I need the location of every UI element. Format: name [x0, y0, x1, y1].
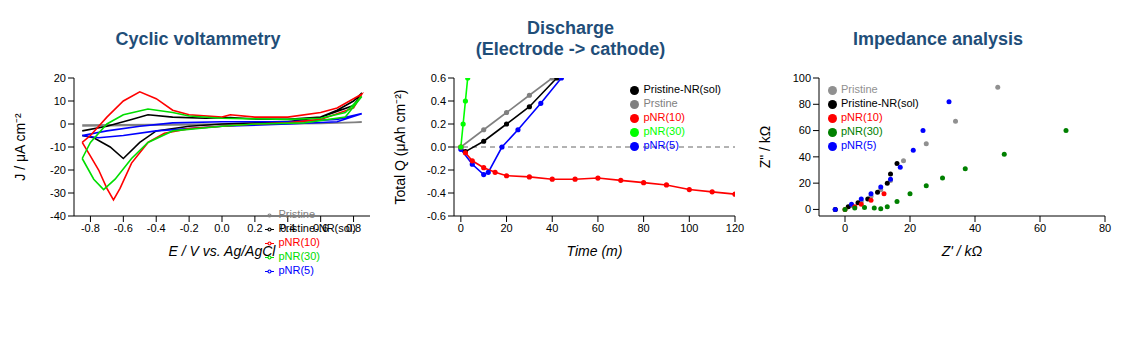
svg-text:100: 100	[793, 72, 811, 84]
svg-text:0: 0	[60, 118, 66, 130]
svg-text:J / μA cm⁻²: J / μA cm⁻²	[12, 113, 28, 181]
svg-text:0.6: 0.6	[431, 72, 446, 84]
svg-text:Time (m): Time (m)	[567, 243, 623, 259]
svg-text:0.4: 0.4	[431, 95, 446, 107]
svg-text:0.4: 0.4	[280, 222, 295, 234]
svg-text:40: 40	[799, 151, 811, 163]
svg-text:0.2: 0.2	[431, 118, 446, 130]
svg-text:Z' / kΩ: Z' / kΩ	[941, 243, 983, 259]
svg-text:Z" / kΩ: Z" / kΩ	[757, 126, 773, 169]
svg-text:0.2: 0.2	[247, 222, 262, 234]
svg-text:40: 40	[546, 222, 558, 234]
svg-text:80: 80	[1099, 222, 1111, 234]
svg-text:20: 20	[54, 72, 66, 84]
svg-text:-40: -40	[50, 210, 66, 222]
svg-text:0: 0	[458, 222, 464, 234]
svg-text:80: 80	[799, 98, 811, 110]
svg-text:0.8: 0.8	[346, 222, 361, 234]
svg-text:20: 20	[799, 177, 811, 189]
svg-text:-0.8: -0.8	[81, 222, 100, 234]
svg-text:40: 40	[969, 222, 981, 234]
svg-text:0.0: 0.0	[214, 222, 229, 234]
svg-text:E / V vs. Ag/AgCl: E / V vs. Ag/AgCl	[169, 243, 277, 259]
svg-text:-0.4: -0.4	[427, 187, 446, 199]
svg-text:-20: -20	[50, 164, 66, 176]
svg-text:-0.2: -0.2	[180, 222, 199, 234]
svg-text:0: 0	[842, 222, 848, 234]
svg-text:100: 100	[680, 222, 698, 234]
svg-text:-30: -30	[50, 187, 66, 199]
svg-text:-0.4: -0.4	[147, 222, 166, 234]
svg-text:60: 60	[1034, 222, 1046, 234]
svg-text:-0.6: -0.6	[427, 210, 446, 222]
svg-text:-0.6: -0.6	[114, 222, 133, 234]
svg-text:60: 60	[592, 222, 604, 234]
svg-text:20: 20	[904, 222, 916, 234]
svg-text:0: 0	[805, 203, 811, 215]
svg-text:-10: -10	[50, 141, 66, 153]
svg-text:0.6: 0.6	[313, 222, 328, 234]
svg-text:-0.2: -0.2	[427, 164, 446, 176]
svg-text:10: 10	[54, 95, 66, 107]
svg-text:20: 20	[500, 222, 512, 234]
svg-text:0.0: 0.0	[431, 141, 446, 153]
svg-text:120: 120	[726, 222, 744, 234]
svg-text:Total Q (μAh cm⁻²): Total Q (μAh cm⁻²)	[392, 90, 408, 205]
svg-text:60: 60	[799, 124, 811, 136]
svg-text:80: 80	[637, 222, 649, 234]
